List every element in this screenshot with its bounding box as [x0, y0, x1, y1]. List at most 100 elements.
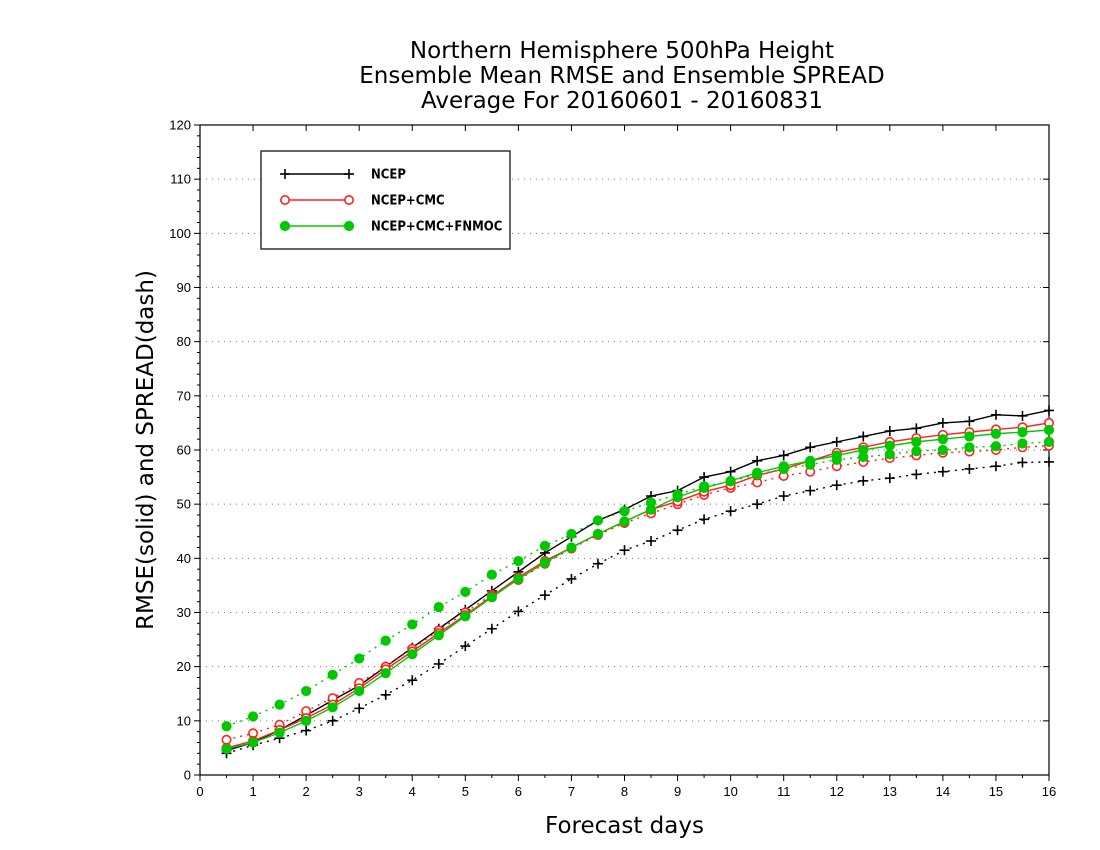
- x-tick-label: 10: [723, 784, 737, 799]
- x-tick-label: 7: [568, 784, 575, 799]
- filled-circle-marker: [990, 441, 1002, 452]
- y-tick-label: 40: [177, 551, 191, 566]
- x-tick-label: 16: [1042, 784, 1056, 799]
- open-circle-marker: [343, 195, 354, 206]
- filled-circle-marker: [566, 528, 577, 540]
- filled-circle-marker: [221, 721, 232, 732]
- filled-circle-marker: [354, 685, 365, 697]
- x-tick-label: 1: [249, 784, 256, 799]
- y-tick-label: 100: [169, 226, 191, 241]
- plus-marker: [858, 431, 869, 442]
- filled-circle-marker: [247, 737, 259, 748]
- filled-circle-marker: [752, 467, 763, 478]
- filled-circle-marker: [327, 669, 338, 680]
- plus-marker: [831, 436, 842, 447]
- filled-circle-marker: [937, 444, 948, 456]
- filled-circle-marker: [407, 649, 418, 660]
- filled-circle-marker: [539, 557, 551, 568]
- filled-circle-marker: [1017, 427, 1028, 438]
- plus-marker: [911, 469, 922, 480]
- x-tick-label: 8: [621, 784, 628, 799]
- filled-circle-marker: [990, 428, 1002, 439]
- x-tick-label: 15: [989, 784, 1003, 799]
- legend-entry-ncep: NCEP: [280, 168, 406, 183]
- plus-marker: [937, 466, 948, 477]
- filled-circle-marker: [460, 611, 471, 622]
- plus-marker: [1017, 410, 1028, 421]
- filled-circle-marker: [433, 630, 444, 641]
- legend-entry-ncep-cmc: NCEP+CMC: [279, 194, 445, 209]
- plus-marker: [592, 558, 603, 569]
- filled-circle-marker: [380, 668, 391, 679]
- plus-marker: [513, 606, 524, 617]
- plus-marker: [805, 442, 816, 453]
- filled-circle-marker: [645, 504, 657, 515]
- spread-line-ncep: [226, 461, 1050, 755]
- filled-circle-marker: [433, 601, 444, 613]
- plus-marker: [884, 426, 895, 437]
- x-axis-label: Forecast days: [545, 813, 704, 839]
- plus-marker: [752, 455, 763, 466]
- filled-circle-marker: [460, 586, 471, 598]
- plus-marker: [344, 169, 354, 179]
- x-tick-label: 3: [356, 784, 363, 799]
- plus-marker: [990, 461, 1001, 472]
- x-tick-label: 6: [515, 784, 522, 799]
- plus-marker: [964, 416, 975, 427]
- filled-circle-marker: [380, 635, 391, 646]
- chart-title-line-2: Ensemble Mean RMSE and Ensemble SPREAD: [359, 63, 884, 89]
- filled-circle-marker: [964, 431, 975, 442]
- plus-marker: [486, 623, 497, 634]
- filled-circle-marker: [343, 220, 355, 232]
- y-tick-label: 10: [177, 713, 191, 728]
- series-area: [221, 405, 1055, 759]
- filled-circle-marker: [1043, 436, 1055, 447]
- plus-marker: [699, 472, 710, 483]
- plus-marker: [672, 525, 683, 536]
- plus-marker: [884, 473, 895, 484]
- x-tick-label: 11: [777, 784, 791, 799]
- chart-title-line-3: Average For 20160601 - 20160831: [421, 88, 823, 114]
- plus-marker: [752, 499, 763, 510]
- legend-entry-ncep-cmc-fnmoc: NCEP+CMC+FNMOC: [279, 220, 502, 235]
- y-tick-label: 80: [177, 334, 191, 349]
- rmse-line-ncep-cmc-fnmoc: [226, 429, 1050, 750]
- filled-circle-marker: [619, 506, 630, 517]
- plus-marker: [725, 506, 736, 517]
- series-ncep-cmc: [221, 417, 1055, 753]
- plus-marker: [619, 545, 630, 556]
- grid: [200, 178, 1049, 722]
- filled-circle-marker: [566, 542, 577, 553]
- rmse-line-ncep: [226, 409, 1050, 752]
- y-tick-label: 20: [177, 659, 191, 674]
- filled-circle-marker: [884, 449, 895, 460]
- plus-marker: [990, 409, 1001, 420]
- plus-marker: [1044, 456, 1054, 467]
- y-tick-label: 90: [177, 280, 191, 295]
- plus-marker: [354, 703, 365, 714]
- plus-marker: [725, 466, 736, 477]
- filled-circle-marker: [619, 516, 630, 527]
- plus-marker: [699, 514, 710, 525]
- filled-circle-marker: [911, 445, 922, 457]
- x-tick-label: 0: [196, 784, 203, 799]
- filled-circle-marker: [778, 461, 789, 472]
- plus-marker: [911, 423, 922, 434]
- y-tick-label: 120: [169, 118, 191, 133]
- plus-marker: [301, 725, 312, 736]
- filled-circle-marker: [672, 492, 683, 503]
- filled-circle-marker: [592, 515, 604, 526]
- filled-circle-marker: [964, 442, 975, 453]
- x-tick-label: 12: [830, 784, 844, 799]
- spread-line-ncep-cmc-fnmoc: [226, 441, 1050, 727]
- plus-marker: [1017, 457, 1028, 468]
- plus-marker: [964, 463, 975, 474]
- plus-marker: [1044, 405, 1054, 416]
- filled-circle-marker: [831, 450, 842, 461]
- plus-marker: [327, 715, 338, 726]
- plus-marker: [380, 689, 391, 700]
- open-circle-marker: [221, 734, 232, 745]
- series-ncep: [221, 405, 1054, 759]
